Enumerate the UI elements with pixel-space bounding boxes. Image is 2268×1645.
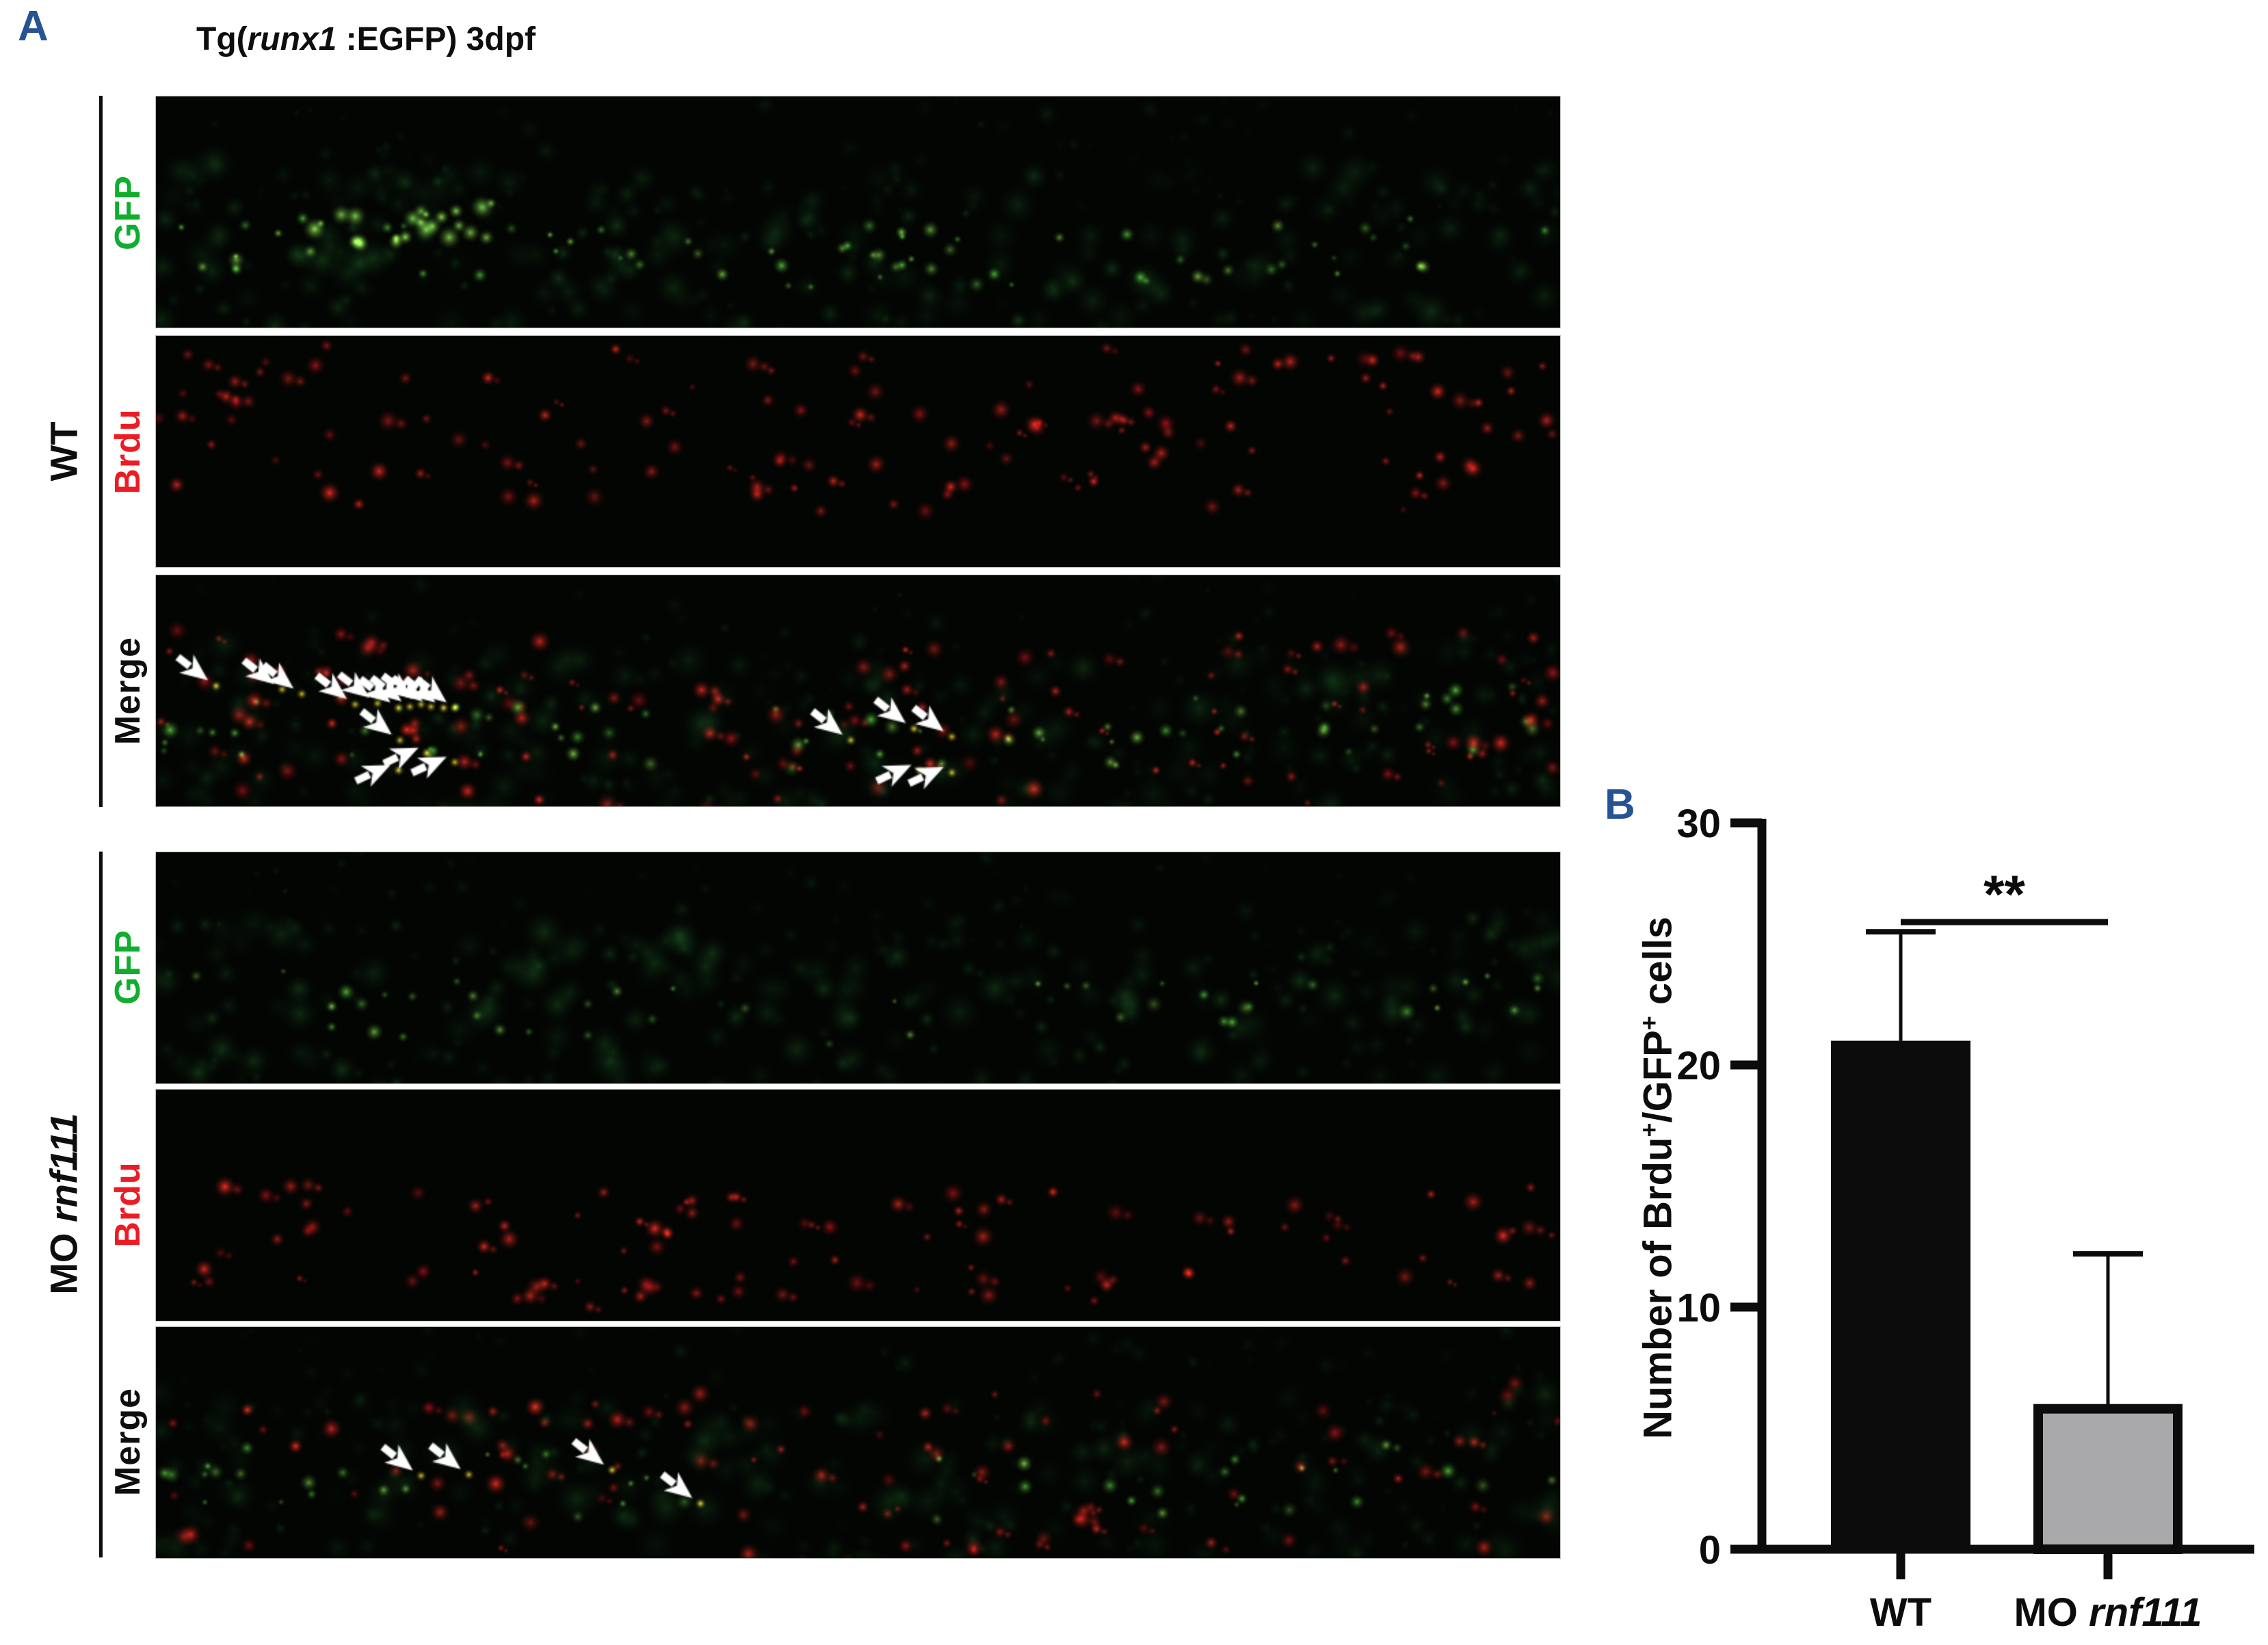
- y-tick-label: 0: [1699, 1528, 1721, 1572]
- mo-merge-image: [156, 1327, 1560, 1558]
- wt-merge-micrograph: [155, 575, 1561, 807]
- wt-gfp-image: [156, 96, 1560, 328]
- wt-merge-image: [156, 575, 1560, 806]
- panel-a-title: Tg(runx1 :EGFP) 3dpf: [196, 21, 536, 58]
- wt-group-label: WT: [42, 421, 85, 482]
- wt-brdu-micrograph: [155, 335, 1561, 568]
- x-category-label: MO rnf111: [2014, 1590, 2202, 1635]
- y-tick-label: 30: [1676, 802, 1721, 846]
- mo-brdu-micrograph: [155, 1089, 1561, 1321]
- bar: [2033, 1404, 2183, 1554]
- mo-merge-label: Merge: [108, 1387, 148, 1497]
- bar: [1831, 1040, 1970, 1549]
- wt-gfp-micrograph: [155, 96, 1561, 328]
- mo-group-bracket: [99, 852, 103, 1557]
- title-prefix: Tg(: [196, 21, 248, 57]
- title-suffix: :EGFP) 3dpf: [337, 21, 536, 57]
- panel-a-letter: A: [18, 3, 49, 50]
- mo-brdu-image: [156, 1090, 1560, 1321]
- wt-merge-label: Merge: [108, 636, 148, 746]
- bar-chart: 0 10 20 30 WT MO rnf111 **: [1676, 802, 2254, 1635]
- mo-gfp-label: GFP: [108, 930, 148, 1005]
- mo-brdu-label: Brdu: [108, 1161, 148, 1248]
- y-tick-label: 10: [1676, 1286, 1721, 1330]
- mo-gfp-image: [156, 852, 1560, 1083]
- mo-merge-micrograph: [155, 1326, 1561, 1559]
- title-gene: runx1: [247, 21, 337, 57]
- panel-b-letter: B: [1605, 781, 1635, 828]
- significance-stars: **: [1983, 864, 2025, 924]
- y-axis-label: Number of Brdu+/GFP+ cells: [1635, 917, 1680, 1439]
- wt-group-bracket: [99, 96, 103, 807]
- mo-gfp-micrograph: [155, 852, 1561, 1084]
- x-category-label: WT: [1870, 1590, 1931, 1635]
- wt-brdu-label: Brdu: [108, 408, 148, 495]
- mo-group-label: MO rnf111: [42, 1113, 85, 1295]
- wt-gfp-label: GFP: [108, 175, 148, 250]
- wt-brdu-image: [156, 336, 1560, 567]
- y-tick-label: 20: [1676, 1044, 1721, 1088]
